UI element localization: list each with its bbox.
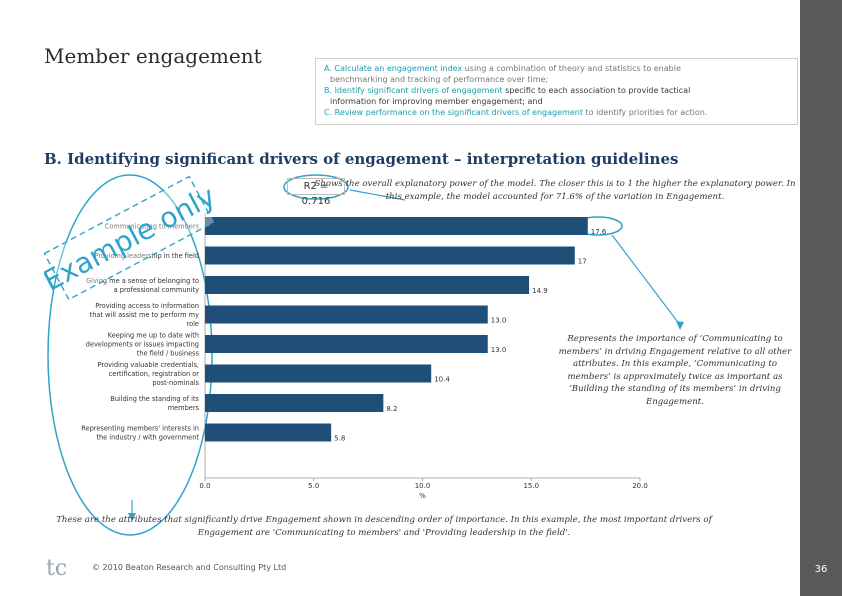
category-label-line: the field / business: [137, 350, 200, 358]
category-label: Building the standing of its members: [110, 395, 199, 412]
x-tick-label: 10.0: [415, 482, 431, 490]
objective-a-lead: A. Calculate an engagement index: [324, 64, 463, 73]
category-label-line: Communicating to members: [105, 223, 200, 231]
category-label-line: Representing members' interests in: [81, 425, 199, 433]
bar: [205, 364, 432, 383]
objectives-box: A. Calculate an engagement index using a…: [315, 58, 798, 125]
category-label-line: role: [187, 320, 200, 328]
data-label: 8.2: [386, 405, 397, 413]
objective-a-line2: benchmarking and tracking of performance…: [330, 75, 549, 84]
stamp-text: Example only: [44, 179, 214, 297]
category-label-line: Providing leadership in the field: [94, 252, 199, 260]
category-label-line: Providing valuable credentials,: [98, 361, 199, 369]
category-label-line: the industry / with government: [96, 434, 199, 442]
category-label: Keeping me up to date with developments o…: [86, 332, 200, 358]
logo-text: tc: [46, 556, 67, 580]
value-arrow-line: [611, 234, 681, 326]
x-tick-label: 15.0: [523, 482, 539, 490]
objective-b-lead: B. Identify significant drivers of engag…: [324, 86, 503, 95]
bottom-arrow-head: [128, 513, 136, 521]
category-label: Representing members' interests in the in…: [81, 425, 199, 442]
data-label: 13.0: [491, 317, 507, 325]
bar: [205, 423, 332, 442]
category-label-line: Building the standing of its: [110, 395, 199, 403]
company-logo: tc: [46, 556, 67, 580]
category-label-line: that will assist me to perform my: [90, 311, 199, 319]
category-label: Providing access to information that will…: [90, 302, 199, 328]
stamp-border: [44, 175, 214, 301]
category-label-line: post-nominals: [152, 379, 199, 387]
r2-highlight-ellipse: [283, 174, 349, 200]
category-label-line: Keeping me up to date with: [108, 332, 199, 340]
importance-note: Represents the importance of ‘Communicat…: [558, 334, 792, 407]
r2-arrow-line: [349, 189, 406, 201]
objective-b-rest: specific to each association to provide …: [502, 86, 691, 95]
value-arrow-head: [676, 321, 684, 330]
r2-note: Shows the overall explanatory power of t…: [314, 179, 796, 202]
slide-title: Member engagement: [44, 44, 262, 68]
category-label-line: members: [168, 404, 200, 412]
x-tick-label: 20.0: [632, 482, 648, 490]
data-label: 10.4: [434, 376, 450, 384]
category-label-line: certification, registration or: [109, 370, 200, 378]
bar: [205, 217, 588, 235]
bar: [205, 305, 488, 324]
category-label: Communicating to members: [105, 223, 200, 231]
objective-c-lead: C. Review performance on the significant…: [324, 108, 583, 117]
category-label: Giving me a sense of belonging to a profe…: [86, 277, 199, 294]
data-label: 14.9: [532, 287, 548, 295]
drivers-note: These are the attributes that significan…: [56, 515, 712, 538]
categories-highlight-ellipse: [47, 174, 213, 536]
category-label-line: a professional community: [114, 286, 199, 294]
r2-value-box: R2 = 0.716: [287, 178, 345, 207]
objective-b-line2: information for improving member engagem…: [330, 97, 543, 106]
category-label-line: Providing access to information: [95, 302, 199, 310]
page-number: 36: [814, 564, 828, 575]
category-label-line: developments or issues impacting: [86, 341, 199, 349]
data-label: 13.0: [491, 346, 507, 354]
section-heading: B. Identifying significant drivers of en…: [44, 150, 679, 168]
x-tick-label: 0.0: [199, 482, 210, 490]
objective-a-rest: using a combination of theory and statis…: [462, 64, 681, 73]
bar: [205, 246, 575, 265]
data-label: 17.6: [591, 228, 607, 236]
category-label: Providing valuable credentials, certifica…: [98, 361, 200, 387]
data-label: 5.8: [334, 435, 345, 443]
x-axis-label: %: [419, 492, 426, 500]
example-only-stamp: Example only: [44, 175, 214, 301]
bar: [205, 335, 488, 353]
chart-plot-area: 0.0 5.0 10.0 15.0 20.0% 17.6 Communicating to …: [81, 213, 648, 500]
copyright-footer: © 2010 Beaton Research and Consulting Pt…: [92, 563, 287, 572]
bar: [205, 276, 530, 294]
category-label: Providing leadership in the field: [94, 252, 199, 260]
data-label: 17: [578, 258, 587, 266]
category-label-line: Giving me a sense of belonging to: [86, 277, 199, 285]
bar: [205, 394, 384, 412]
x-tick-label: 5.0: [308, 482, 319, 490]
right-sidebar: [800, 0, 842, 596]
objective-c-rest: to identify priorities for action.: [582, 108, 708, 117]
